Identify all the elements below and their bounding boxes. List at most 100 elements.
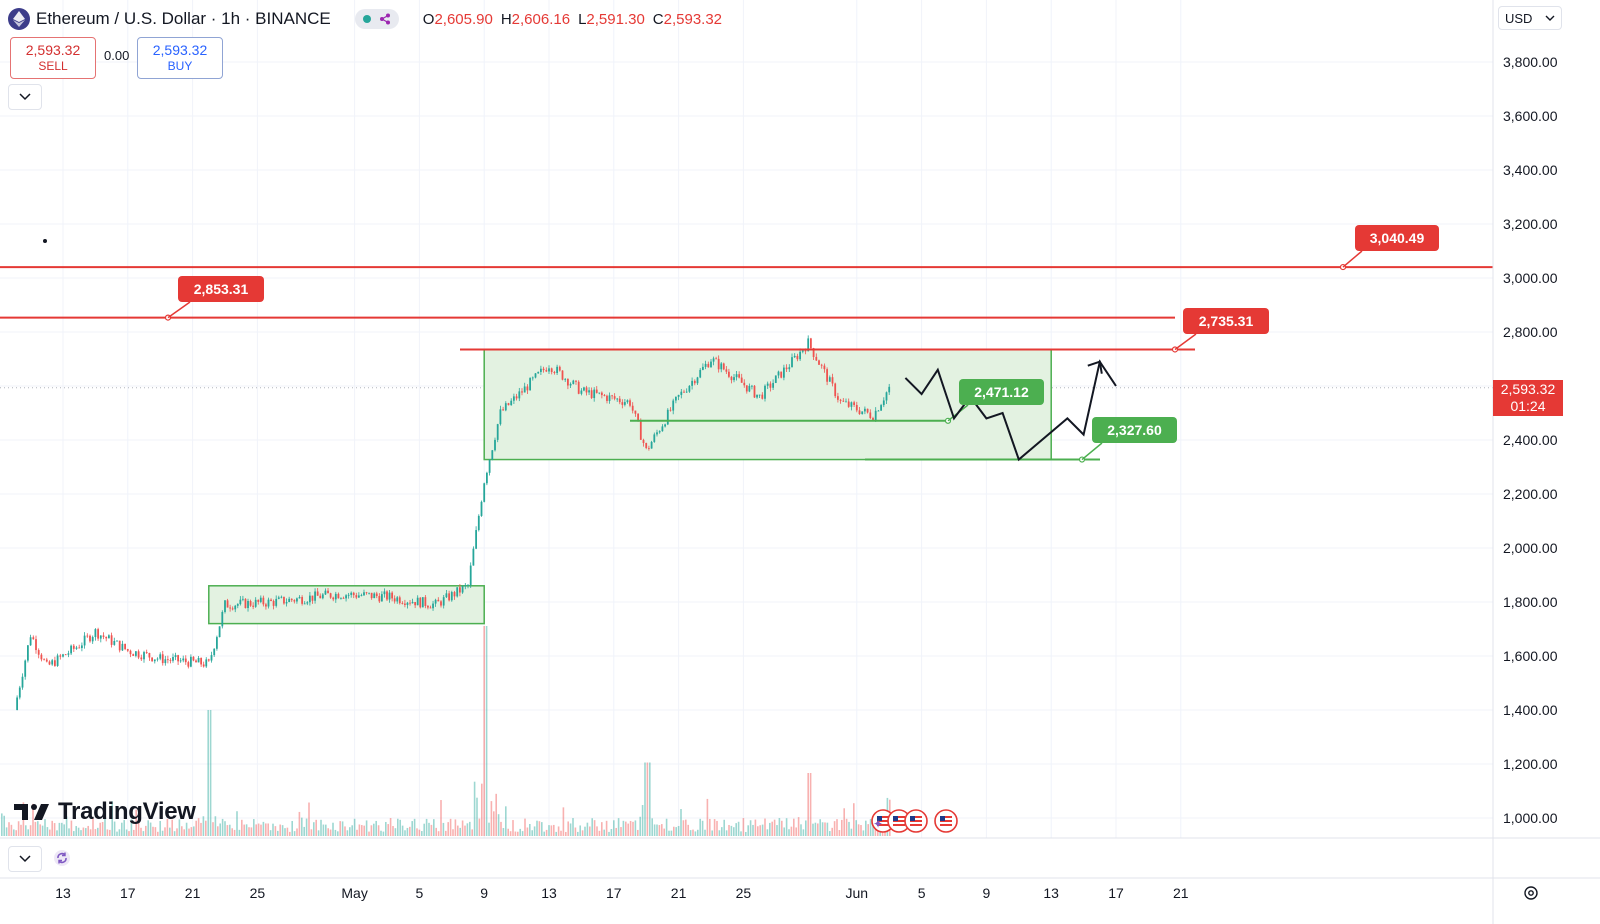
candle-body (812, 348, 815, 357)
candle-body (56, 655, 59, 666)
volume-bar (200, 822, 202, 836)
candle-body (205, 659, 208, 667)
candle-body (529, 378, 531, 391)
candle-body (567, 379, 569, 386)
volume-bar (773, 819, 776, 836)
candle-body (785, 367, 788, 370)
sell-button[interactable]: 2,593.32 SELL (10, 37, 96, 79)
callout-2853[interactable]: 2,853.31 (178, 276, 264, 302)
volume-bar (747, 825, 749, 836)
candle-body (285, 602, 288, 604)
candle-body (16, 697, 18, 710)
volume-bar (53, 823, 56, 836)
projection-polyline[interactable] (904, 359, 1117, 462)
candle-body (680, 391, 683, 395)
volume-bar (68, 828, 70, 836)
volume-bar (123, 820, 125, 836)
candle-body (275, 598, 278, 606)
volume-bar (857, 824, 860, 836)
candle-body (837, 396, 839, 400)
candle-body (540, 368, 542, 372)
volume-bar (339, 821, 341, 836)
chevron-down-icon (19, 855, 31, 863)
candle-body (113, 640, 116, 645)
current-price-tag: 2,593.32 01:24 (1493, 380, 1563, 416)
us-flag-icon (904, 809, 928, 833)
volume-bar (142, 831, 145, 836)
volume-bar (461, 820, 464, 836)
legend-collapse-button[interactable] (8, 84, 42, 110)
candle-body (845, 401, 847, 403)
volume-bar (188, 828, 190, 836)
volume-bar (716, 820, 718, 836)
callout-2735[interactable]: 2,735.31 (1183, 308, 1269, 334)
candle-body (345, 595, 347, 599)
candle-body (27, 645, 29, 661)
volume-bar (85, 828, 87, 836)
volume-bar (865, 820, 867, 836)
volume-bar (195, 820, 197, 836)
volume-bar (154, 827, 157, 836)
volume-bar (317, 830, 320, 836)
currency-select[interactable]: USD (1498, 6, 1562, 30)
volume-bar (497, 814, 500, 836)
projection-path[interactable] (904, 359, 1117, 462)
candle-body (48, 661, 51, 665)
event-flag[interactable] (904, 809, 928, 833)
candle-body (780, 371, 783, 378)
volume-bar (488, 822, 490, 836)
callout-2327[interactable]: 2,327.60 (1092, 417, 1177, 443)
candle-body (583, 387, 585, 391)
volume-bar (517, 831, 519, 836)
volume-bar (387, 824, 389, 836)
event-flag[interactable] (871, 809, 895, 833)
chart-settings-button[interactable] (1521, 883, 1541, 903)
candle-body (656, 432, 658, 435)
price-tick-label: 2,800.00 (1503, 324, 1558, 340)
callout-2471[interactable]: 2,471.12 (959, 379, 1044, 405)
volume-bar (46, 827, 49, 836)
candle-body (874, 410, 877, 421)
callout-3040[interactable]: 3,040.49 (1355, 225, 1439, 251)
volume-bar (176, 828, 178, 836)
symbol-title[interactable]: Ethereum / U.S. Dollar · 1h · BINANCE (36, 9, 331, 28)
price-tick-label: 2,400.00 (1503, 432, 1558, 448)
volume-bar (80, 830, 82, 836)
candle-body (148, 652, 151, 658)
volume-bar (452, 829, 454, 836)
bottom-collapse-button[interactable] (8, 846, 42, 872)
volume-bar (392, 826, 394, 836)
volume-bar (809, 773, 812, 836)
volume-bar (613, 820, 615, 836)
buy-button[interactable]: 2,593.32 BUY (137, 37, 223, 79)
volume-bar (241, 819, 243, 836)
event-flag[interactable] (934, 809, 958, 833)
volume-bar (332, 822, 334, 836)
range-zone-2[interactable] (483, 348, 1052, 461)
volume-bar (543, 831, 545, 836)
tradingview-logo[interactable]: TradingView (14, 798, 196, 826)
volume-bar (526, 827, 529, 836)
volume-bar (341, 821, 344, 836)
volume-bar (699, 818, 701, 836)
volume-bar (802, 829, 805, 836)
candle-body (616, 398, 619, 400)
range-zone-1[interactable] (208, 585, 485, 625)
candle-body (842, 400, 845, 402)
candle-body (715, 358, 718, 360)
volume-bar (579, 825, 581, 836)
volume-bar (675, 827, 677, 836)
price-tick-label: 1,200.00 (1503, 756, 1558, 772)
candle-body (442, 597, 445, 606)
refresh-button[interactable] (50, 846, 74, 870)
candle-body (693, 380, 696, 384)
indicator-pill[interactable] (354, 9, 399, 29)
level-lines[interactable] (0, 250, 1493, 463)
volume-bar (298, 811, 301, 836)
volume-bar (493, 811, 495, 836)
candle-body (321, 594, 324, 599)
volume-bar (41, 825, 44, 836)
candle-body (283, 596, 285, 604)
candle-body (132, 654, 135, 656)
